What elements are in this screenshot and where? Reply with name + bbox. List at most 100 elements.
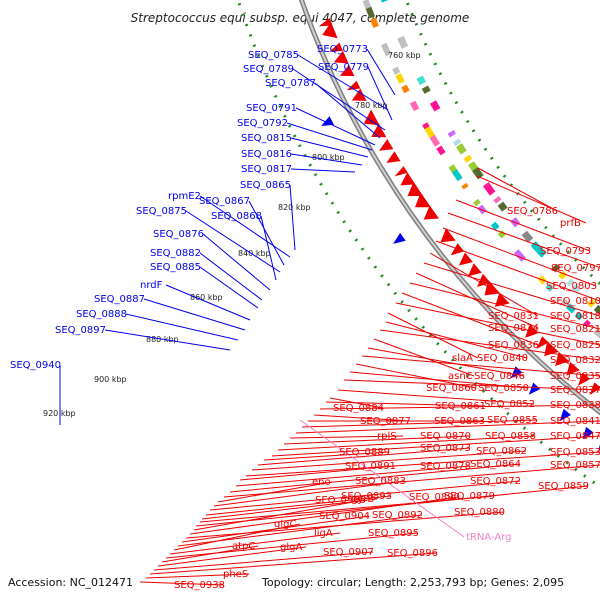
leader-SEQ_0858 xyxy=(277,435,536,451)
leader-SEQ_0789 xyxy=(292,68,386,131)
leader-SEQ_0876 xyxy=(202,233,271,291)
forward-gene-arrow xyxy=(559,408,571,422)
leader-SEQ_0850 xyxy=(349,371,529,389)
leader-SEQ_0841 xyxy=(295,420,600,434)
forward-gene-arrow xyxy=(321,116,334,126)
leader-SEQ_0797 xyxy=(447,212,600,269)
leader-SEQ_0885 xyxy=(199,266,259,309)
leader-SEQ_0785 xyxy=(297,54,389,111)
genome-arcs xyxy=(236,0,600,489)
leader-tRNA-Arg xyxy=(299,419,465,538)
scale-label-900-kbp: 900 kbp xyxy=(94,375,127,384)
leader-pheS xyxy=(145,573,250,579)
cog-block xyxy=(380,42,392,57)
leader-slaA xyxy=(387,312,479,359)
reverse-gene-arrow xyxy=(379,139,394,151)
forward-gene-arrow xyxy=(528,382,541,395)
gene-label-SEQ_0787: SEQ_0787 xyxy=(265,78,316,89)
gene-label-SEQ_0872: SEQ_0872 xyxy=(470,476,521,487)
cog-block xyxy=(452,138,462,147)
reverse-gene-arrow xyxy=(346,80,361,91)
cog-block xyxy=(545,283,555,292)
gene-label-SEQ_0789: SEQ_0789 xyxy=(243,64,294,75)
dotted-ring-1 xyxy=(404,0,600,286)
leader-SEQ_0893 xyxy=(205,495,392,516)
leader-SEQ_0872 xyxy=(209,480,521,511)
gene-label-SEQ_0879: SEQ_0879 xyxy=(444,491,495,502)
cog-block xyxy=(468,161,478,172)
reverse-gene-arrow xyxy=(394,166,408,177)
leader-SEQ_0883 xyxy=(213,480,406,507)
gene-label-SEQ_0861: SEQ_0861 xyxy=(435,401,486,412)
cog-block xyxy=(401,84,410,94)
gene-label-SEQ_0817: SEQ_0817 xyxy=(241,164,292,175)
reverse-gene-arrow xyxy=(351,88,367,101)
gene-label-pheS: pheS xyxy=(223,569,248,580)
gene-label-SEQ_0864: SEQ_0864 xyxy=(470,459,521,470)
gene-label-SEQ_0878: SEQ_0878 xyxy=(420,461,471,472)
gene-labels: SEQ_0773 SEQ_0785 SEQ_0779 SEQ_0789 SEQ_0787… xyxy=(10,44,600,591)
scale-label-860-kbp: 860 kbp xyxy=(190,293,223,302)
cog-block xyxy=(482,182,496,196)
gene-label-SEQ_0841: SEQ_0841 xyxy=(550,416,600,427)
gene-label-SEQ_0889: SEQ_0889 xyxy=(339,447,390,458)
gene-label-SEQ_0779: SEQ_0779 xyxy=(318,62,369,73)
cog-block xyxy=(565,303,576,314)
leader-rpmE2 xyxy=(199,195,291,258)
gene-label-SEQ_0832: SEQ_0832 xyxy=(550,355,600,366)
leader-atpC xyxy=(161,545,259,563)
gene-label-asnC: asnC xyxy=(448,371,473,382)
gene-label-SEQ_0873: SEQ_0873 xyxy=(420,443,471,454)
gene-label-SEQ_0896: SEQ_0896 xyxy=(387,548,438,559)
leader-SEQ_0865 xyxy=(289,184,296,251)
cog-block xyxy=(370,17,379,29)
gene-label-SEQ_0868: SEQ_0868 xyxy=(211,211,262,222)
gene-label-SEQ_0885: SEQ_0885 xyxy=(150,262,201,273)
cog-block xyxy=(422,122,430,130)
leader-SEQ_0864 xyxy=(229,463,521,493)
topology-text: Topology: circular; Length: 2,253,793 bp… xyxy=(261,576,564,589)
leader-SEQ_0793 xyxy=(455,199,591,252)
leader-SEQ_0803 xyxy=(442,227,597,287)
leader-prfB xyxy=(476,175,587,224)
cog-block xyxy=(490,221,500,231)
reverse-gene-arrow xyxy=(589,382,600,396)
gene-label-SEQ_0859: SEQ_0859 xyxy=(538,481,589,492)
forward-gene-arrow xyxy=(582,426,594,440)
gene-label-SEQ_0905: SEQ_0905 xyxy=(315,495,366,506)
leader-SEQ_0779 xyxy=(367,66,393,121)
leader-SEQ_0821 xyxy=(409,282,600,330)
leader-SEQ_0837 xyxy=(343,379,600,391)
gene-label-SEQ_0875: SEQ_0875 xyxy=(136,206,187,217)
leader-SEQ_0873 xyxy=(257,447,471,466)
gene-label-SEQ_0793: SEQ_0793 xyxy=(540,246,591,257)
leader-SEQ_0870 xyxy=(283,435,471,445)
gene-label-SEQ_0891: SEQ_0891 xyxy=(345,461,396,472)
gene-label-SEQ_0803: SEQ_0803 xyxy=(546,281,597,292)
reverse-gene-arrow xyxy=(333,50,349,64)
reverse-gene-arrow xyxy=(329,42,343,52)
gene-label-SEQ_0860: SEQ_0860 xyxy=(426,383,477,394)
leader-rplS xyxy=(289,435,404,439)
leader-SEQ_0875 xyxy=(185,210,281,273)
leader-SEQ_0896 xyxy=(149,552,438,575)
leader-SEQ_0810 xyxy=(435,240,600,302)
gene-label-ligA: ligA xyxy=(314,528,333,539)
cog-block xyxy=(463,154,473,163)
reverse-gene-arrow xyxy=(407,181,423,197)
cog-block xyxy=(574,311,584,321)
cog-block xyxy=(395,73,405,85)
gene-label-SEQ_0785: SEQ_0785 xyxy=(248,50,299,61)
gene-label-slaA: slaA xyxy=(452,353,473,364)
reverse-gene-arrow xyxy=(458,252,473,266)
cog-block xyxy=(421,85,431,94)
gene-label-SEQ_0816: SEQ_0816 xyxy=(241,149,292,160)
leader-gyrB xyxy=(201,498,378,520)
leader-SEQ_0938 xyxy=(139,581,225,586)
leader-SEQ_0847 xyxy=(271,435,600,457)
cog-block xyxy=(423,124,435,138)
gene-label-SEQ_0876: SEQ_0876 xyxy=(153,229,204,240)
gene-label-SEQ_0883: SEQ_0883 xyxy=(355,476,406,487)
leader-SEQ_0877 xyxy=(313,414,411,422)
leader-SEQ_0835 xyxy=(361,355,600,377)
